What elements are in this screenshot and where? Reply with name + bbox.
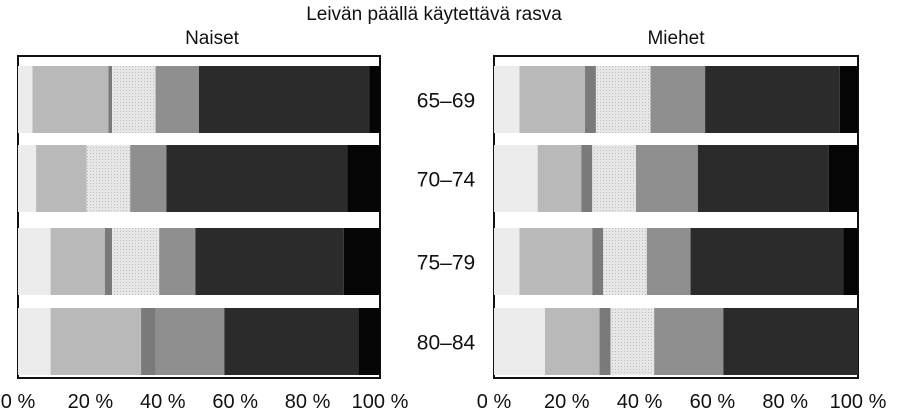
bar-segment [635, 145, 698, 212]
x-tick-label: 20 % [68, 391, 114, 413]
bar-segment [494, 145, 538, 212]
bar-segment [358, 308, 380, 375]
bar-segment [828, 145, 858, 212]
bar-segment [697, 145, 829, 212]
x-tick-label: 100 % [830, 391, 887, 413]
bar-segment [112, 66, 156, 133]
bar-segment [592, 145, 636, 212]
bar-segment [494, 66, 520, 133]
bar-segment [592, 228, 604, 295]
bar-segment [36, 145, 87, 212]
panel-title: Miehet [647, 28, 705, 49]
bar-segment [112, 228, 160, 295]
x-tick-label: 60 % [690, 391, 736, 413]
x-tick-label: 0 % [477, 391, 512, 413]
bar-segment [155, 66, 199, 133]
bar-segment [494, 308, 545, 375]
bar-segment [519, 66, 585, 133]
panel-title: Naiset [185, 28, 240, 49]
bar-segment [519, 228, 593, 295]
bar-segment [224, 308, 359, 375]
x-tick-label: 40 % [140, 391, 186, 413]
chart-heading: Leivän päällä käytettävä rasva [306, 4, 562, 25]
category-label: 65–69 [417, 90, 475, 113]
bar-segment [347, 145, 380, 212]
bar-segment [50, 308, 142, 375]
bar-segment [166, 145, 348, 212]
bar-segment [843, 228, 858, 295]
category-label: 80–84 [417, 332, 476, 355]
x-tick-label: 80 % [762, 391, 808, 413]
bar-segment [599, 308, 611, 375]
bar-segment [130, 145, 167, 212]
bar-segment [199, 66, 370, 133]
bar-segment [50, 228, 105, 295]
category-label: 70–74 [417, 169, 476, 192]
bar-segment [108, 66, 113, 133]
bar-segment [18, 145, 37, 212]
bar-segment [32, 66, 109, 133]
category-label: 75–79 [417, 252, 475, 275]
bar-segment [595, 66, 651, 133]
bar-segment [18, 308, 51, 375]
bar-segment [723, 308, 858, 375]
bar-segment [839, 66, 858, 133]
bar-segment [86, 145, 131, 212]
x-tick-label: 0 % [1, 391, 36, 413]
bar-segment [537, 145, 582, 212]
bar-segment [18, 228, 51, 295]
bar-segment [585, 66, 596, 133]
bar-segment [195, 228, 344, 295]
bar-segment [650, 66, 706, 133]
bar-segment [18, 66, 33, 133]
x-tick-label: 60 % [212, 391, 258, 413]
bar-segment [705, 66, 840, 133]
x-tick-label: 20 % [544, 391, 590, 413]
bar-segment [610, 308, 655, 375]
bar-segment [646, 228, 691, 295]
bar-segment [581, 145, 593, 212]
x-tick-label: 80 % [285, 391, 331, 413]
chart-panel-naiset: Naiset 0 % 20 % 40 % 60 % 80 % 100 % [1, 28, 409, 413]
bar-segment [494, 228, 520, 295]
bar-segment [155, 308, 225, 375]
bar-segment [104, 228, 113, 295]
x-tick-label: 100 % [352, 391, 409, 413]
bar-segment [690, 228, 844, 295]
chart-panel-miehet: Miehet 0 % 20 % 40 % 60 % 80 % 100 % [477, 28, 887, 413]
bar-segment [603, 228, 647, 295]
bar-segment [141, 308, 156, 375]
bar-segment [369, 66, 380, 133]
bar-segment [544, 308, 600, 375]
bar-segment [159, 228, 196, 295]
x-tick-label: 40 % [617, 391, 663, 413]
bar-segment [654, 308, 724, 375]
bar-segment [343, 228, 380, 295]
